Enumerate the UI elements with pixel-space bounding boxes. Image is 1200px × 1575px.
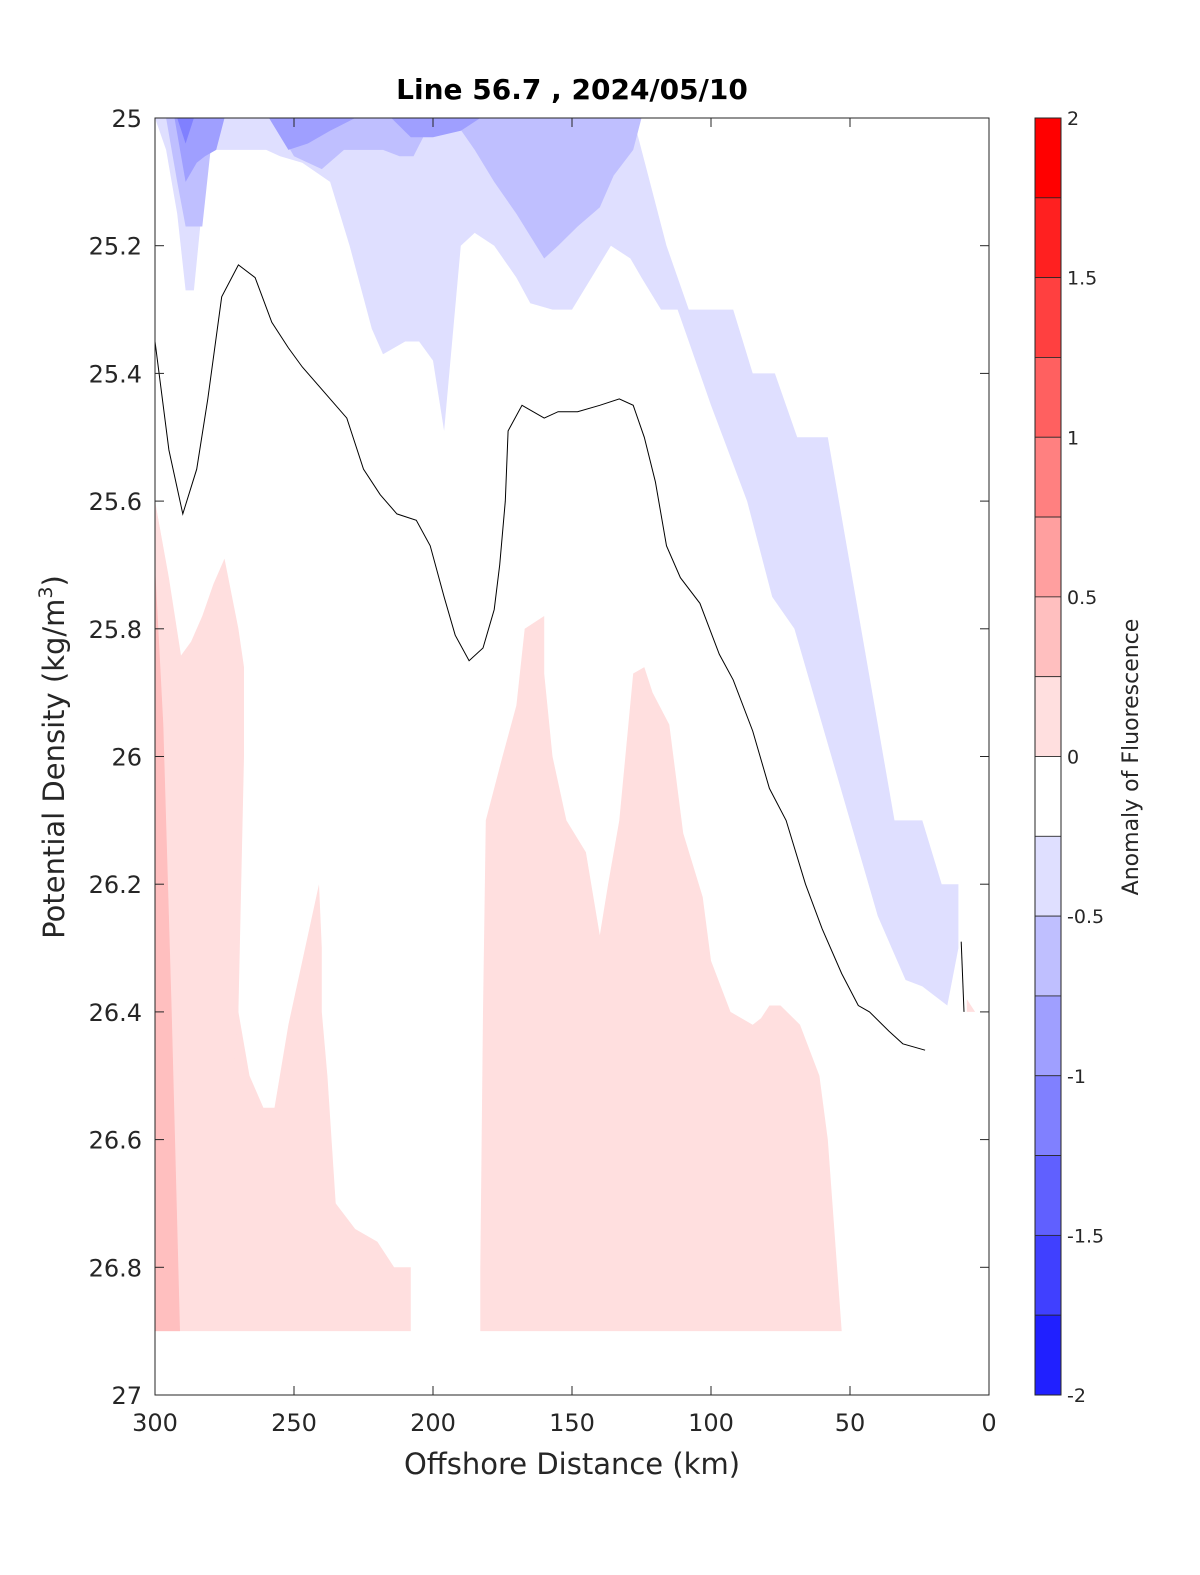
colorbar-swatch: [1034, 756, 1062, 837]
colorbar-swatch: [1034, 1314, 1062, 1396]
y-tick-label: 26.4: [89, 999, 142, 1027]
colorbar-swatch: [1034, 117, 1062, 199]
colorbar-tick-label: -1: [1067, 1066, 1086, 1088]
colorbar-swatch: [1034, 516, 1062, 598]
colorbar-swatch: [1034, 915, 1062, 997]
colorbar-tick-label: -1.5: [1067, 1225, 1104, 1247]
colorbar-swatch: [1034, 835, 1062, 917]
colorbar-tick-label: 0: [1067, 747, 1079, 769]
y-tick-label: 26: [111, 744, 142, 772]
colorbar-swatch: [1034, 277, 1062, 358]
colorbar-frame: [1034, 117, 1062, 1396]
x-tick-label: 200: [410, 1409, 456, 1437]
contour-region-positive-0.25-12: [966, 999, 976, 1012]
colorbar-tick-label: 2: [1067, 108, 1079, 130]
contour-region-negative-0.5-1: [166, 118, 642, 259]
colorbar-swatch: [1034, 995, 1062, 1077]
x-axis: 300 250 200 150 100 50 0: [132, 118, 997, 1437]
y-axis-label-sup: 3: [35, 586, 57, 598]
colorbar-swatch: [1034, 1155, 1062, 1236]
y-tick-label: 27: [111, 1382, 142, 1410]
contour-region-positive-0.25-20: [155, 501, 244, 1332]
y-axis-label-main: Potential Density (kg/m: [37, 599, 71, 939]
y-tick-label: 25.2: [89, 233, 142, 261]
y-tick-label: 26.8: [89, 1254, 142, 1282]
x-tick-label: 250: [271, 1409, 317, 1437]
y-axis-label-close: ): [37, 575, 71, 586]
y-tick-label: 26.2: [89, 871, 142, 899]
colorbar-swatch: [1034, 1234, 1062, 1316]
contour-region-negative-1.0-3: [177, 118, 194, 144]
contour-line-zero-1: [960, 941, 965, 1012]
colorbar-tick-label: -2: [1067, 1385, 1086, 1407]
colorbar-swatch: [1034, 197, 1062, 279]
x-tick-label: 300: [132, 1409, 178, 1437]
colorbar-tick-label: 1: [1067, 427, 1079, 449]
x-tick-label: 100: [688, 1409, 734, 1437]
y-tick-label: 25.4: [89, 360, 142, 388]
x-tick-label: 50: [835, 1409, 866, 1437]
contour-region-negative-0.75-2: [174, 118, 517, 182]
contour-lines: [155, 264, 965, 1051]
colorbar-swatch: [1034, 596, 1062, 678]
chart-title: Line 56.7 , 2024/05/10: [396, 73, 748, 106]
y-axis-label: Potential Density (kg/m3): [35, 575, 71, 939]
contour-line-zero-0: [155, 264, 926, 1051]
contour-region-negative-0.25-0: [155, 118, 959, 1006]
plot-area: [155, 118, 976, 1332]
y-axis: 25 25.2 25.4 25.6 25.8 26 26.2 26.4 26.6 26.8 27: [89, 105, 989, 1410]
x-tick-label: 0: [981, 1409, 996, 1437]
colorbar-swatch: [1034, 1075, 1062, 1156]
colorbar-swatch: [1034, 436, 1062, 518]
colorbar-tick-label: -0.5: [1067, 906, 1104, 928]
colorbar-tick-label: 1.5: [1067, 268, 1097, 290]
colorbar-label: Anomaly of Fluorescence: [1119, 619, 1144, 896]
colorbar: 2 1.5 1 0.5 0 -0.5 -1 -1.5 -2: [1034, 108, 1104, 1407]
contour-region-positive-0.25-10: [155, 501, 411, 1332]
y-tick-label: 26.6: [89, 1127, 142, 1155]
colorbar-swatch: [1034, 357, 1062, 438]
y-tick-label: 25.8: [89, 616, 142, 644]
y-tick-label: 25.6: [89, 488, 142, 516]
colorbar-tick-label: 0.5: [1067, 587, 1097, 609]
contour-region-positive-0.25-11: [480, 616, 842, 1332]
colorbar-swatch: [1034, 676, 1062, 757]
y-tick-label: 25: [111, 105, 142, 133]
x-axis-label: Offshore Distance (km): [404, 1447, 740, 1481]
x-tick-label: 150: [549, 1409, 595, 1437]
